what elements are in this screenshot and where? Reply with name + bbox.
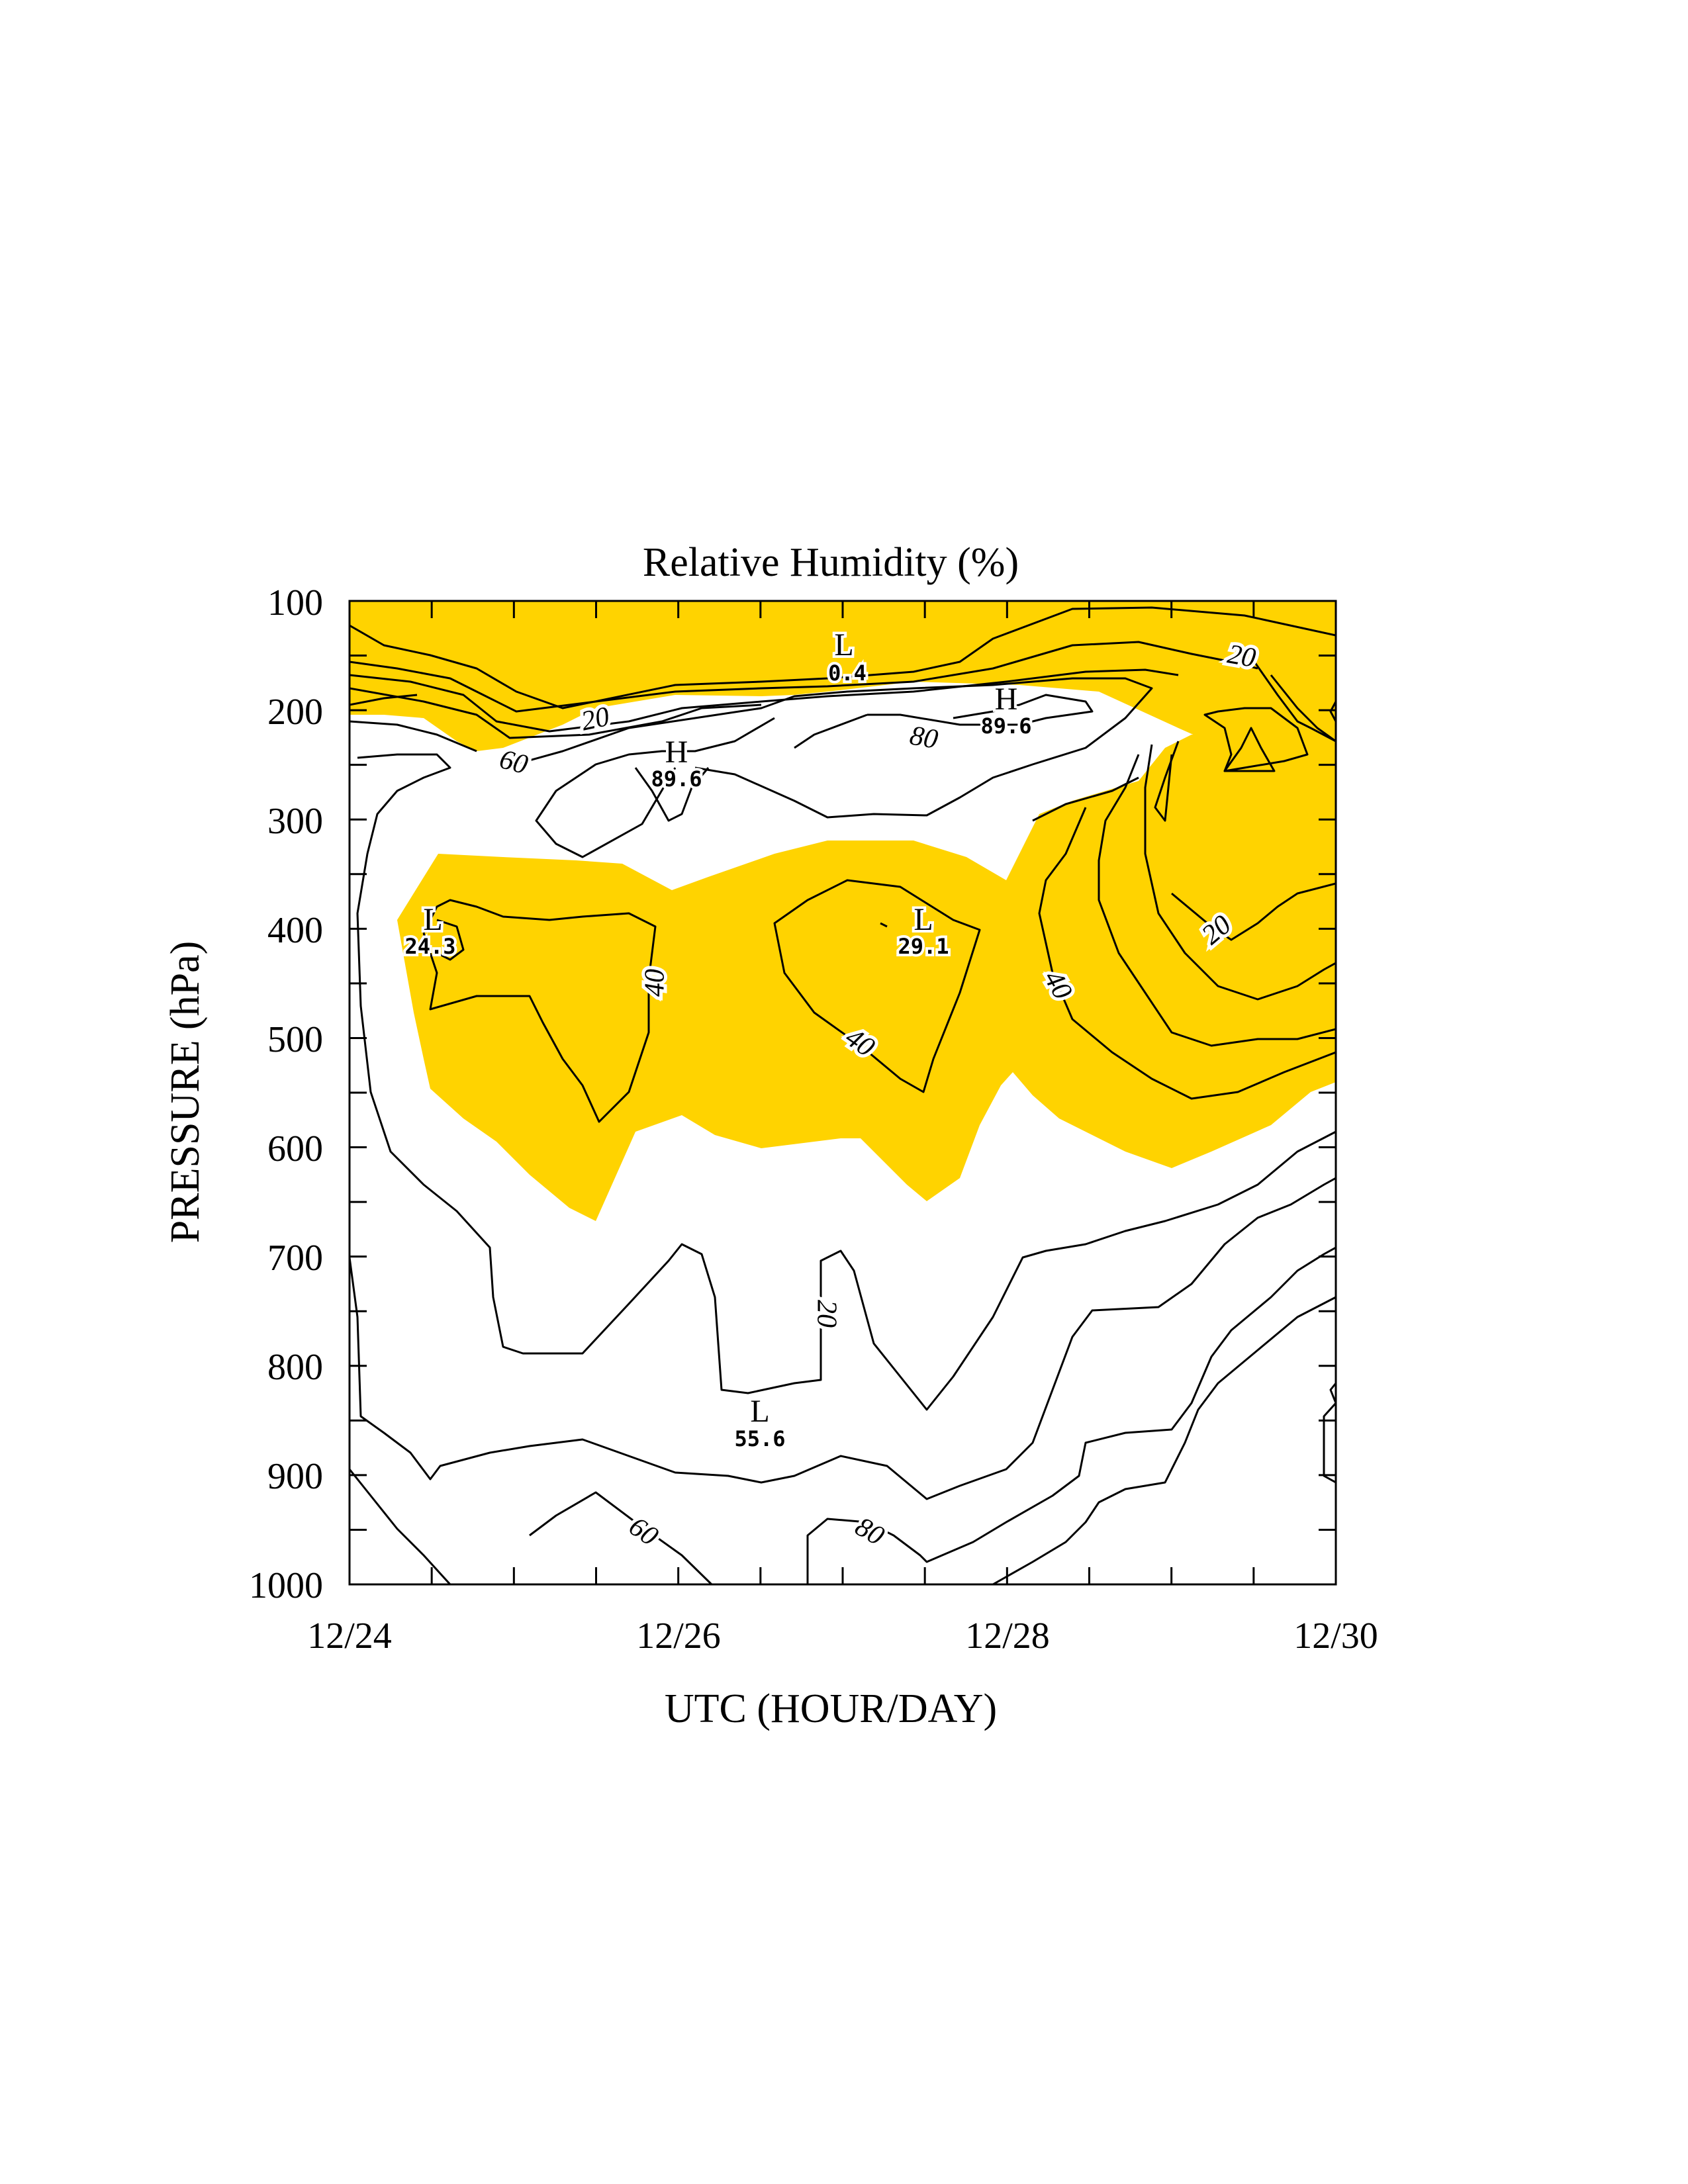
contour-line [350, 641, 1258, 713]
contour-label: 40 [640, 969, 671, 997]
plot-area [350, 601, 1336, 1584]
contour-line [806, 1246, 1336, 1584]
y-tick-label: 400 [267, 910, 323, 951]
contour-line [1329, 701, 1336, 722]
extremum-letter: L [834, 627, 853, 662]
contour-line [350, 694, 418, 706]
contour-label: 80 [908, 720, 940, 755]
contour-line [773, 879, 981, 1093]
contour-line [1223, 727, 1276, 772]
x-axis-tick-labels: 12/24 12/26 12/28 12/30 [307, 1615, 1378, 1657]
contour-line [1270, 674, 1336, 743]
contour-line [634, 767, 710, 822]
contour-line [1154, 741, 1180, 822]
contour-line [1329, 1383, 1336, 1404]
y-tick-label: 1000 [249, 1565, 323, 1606]
x-tick-label: 12/28 [965, 1615, 1050, 1657]
extremum-letter: H [995, 682, 1018, 717]
contour-line [1323, 1402, 1336, 1484]
contour-line [350, 720, 477, 752]
y-axis-tick-labels: 100 200 300 400 500 600 700 800 900 1000 [249, 582, 323, 1606]
contour-line [350, 1177, 1336, 1500]
y-axis-title: PRESSURE (hPa) [163, 941, 208, 1243]
contour-line [502, 677, 1153, 819]
contour-line [1098, 754, 1336, 1047]
contour-line [350, 1469, 451, 1584]
contour-line [794, 713, 868, 749]
contour-line [1171, 882, 1336, 941]
contour-label: 20 [1225, 639, 1258, 674]
extremum-letter: L [750, 1394, 769, 1429]
contour-line [535, 717, 775, 858]
chart-title: Relative Humidity (%) [643, 540, 1019, 585]
contour-line [350, 687, 762, 739]
extremum-value: 29.1 [898, 934, 949, 959]
y-tick-label: 500 [267, 1019, 323, 1060]
contour-line [992, 1296, 1336, 1584]
contour-line [1038, 807, 1336, 1100]
contour-line [529, 1491, 713, 1584]
contour-line [1144, 744, 1336, 1001]
x-tick-label: 12/24 [307, 1615, 392, 1657]
contour-line [1253, 661, 1336, 743]
y-tick-label: 700 [267, 1238, 323, 1279]
y-tick-label: 600 [267, 1128, 323, 1169]
extremum-letter: L [914, 902, 933, 937]
y-tick-label: 100 [267, 582, 323, 623]
contour-line [867, 694, 1094, 726]
extremum-value: 89.6 [980, 713, 1031, 739]
y-tick-label: 900 [267, 1456, 323, 1497]
contour-line [436, 919, 465, 961]
contour-line [1203, 707, 1309, 772]
contour-line [350, 668, 1179, 733]
y-tick-label: 300 [267, 801, 323, 842]
extremum-value: 24.3 [404, 934, 455, 959]
contour-lines [350, 606, 1336, 1584]
y-tick-label: 800 [267, 1347, 323, 1388]
x-tick-label: 12/26 [636, 1615, 721, 1657]
extrema-markers: L 0.4 H 89.6 H 89.6 L 24.3 L 29.1 L 55.6 [402, 625, 1034, 1454]
extremum-value: 55.6 [734, 1426, 785, 1451]
contour-label: 20 [811, 1300, 841, 1328]
axis-ticks [348, 600, 1337, 1586]
x-axis-title: UTC (HOUR/DAY) [665, 1686, 997, 1731]
contour-line [422, 899, 657, 1123]
y-tick-label: 200 [267, 692, 323, 733]
contour-line [880, 922, 888, 928]
shaded-mid-region [397, 735, 1336, 1221]
extremum-value: 0.4 [828, 660, 867, 686]
extremum-letter: L [423, 902, 442, 937]
contour-line [1032, 776, 1139, 822]
contour-line [350, 606, 1336, 709]
extremum-value: 89.6 [651, 766, 702, 792]
x-tick-label: 12/30 [1293, 1615, 1378, 1657]
extremum-letter: H [665, 735, 688, 770]
